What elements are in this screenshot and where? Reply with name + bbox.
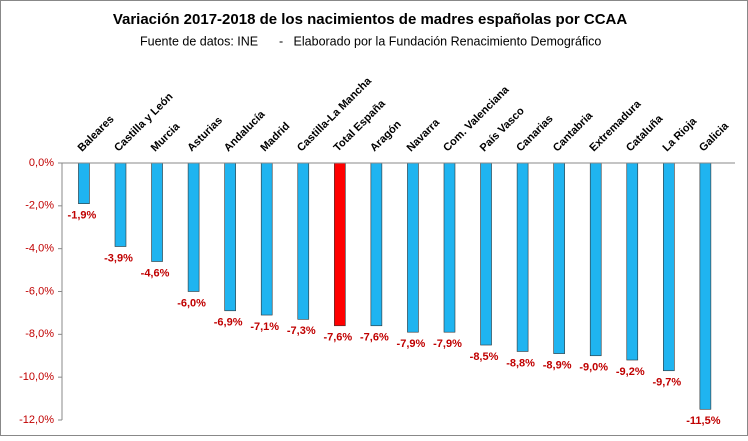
bar [78,162,90,204]
bar [370,162,383,327]
value-label: -6,9% [214,317,243,329]
y-tick-label: -6,0% [25,285,54,297]
value-label: -8,5% [470,351,499,363]
value-label: -9,0% [579,362,608,374]
bar [224,162,236,312]
value-label: -7,6% [360,332,389,344]
bar [151,162,163,262]
bar [553,162,565,354]
bar [480,162,492,346]
bar [260,162,273,316]
y-tick-label: -10,0% [19,371,54,383]
value-label: -7,9% [397,338,426,350]
value-label: -8,9% [543,360,572,372]
bar [626,162,639,361]
value-label: -11,5% [686,415,720,427]
y-tick-label: 0,0% [29,157,54,169]
bar [443,162,456,333]
bar [334,162,346,327]
value-label: -1,9% [68,210,97,222]
value-label: -7,3% [287,325,316,337]
y-tick-label: -2,0% [25,200,54,212]
y-tick-label: -12,0% [19,414,54,426]
value-label: -3,9% [104,252,133,264]
bar [516,162,529,352]
value-label: -8,8% [506,357,535,369]
bar [699,162,712,410]
value-label: -7,1% [250,321,279,333]
value-label: -7,9% [433,338,462,350]
chart-subtitle: Fuente de datos: INE - Elaborado por la … [140,34,601,48]
value-label: -9,7% [652,377,681,389]
y-tick-label: -4,0% [25,243,54,255]
value-label: -4,6% [141,267,170,279]
value-label: -9,2% [616,366,645,378]
bar [589,162,602,357]
y-tick-label: -8,0% [25,328,54,340]
bar [187,162,200,292]
value-label: -6,0% [177,297,206,309]
bar [663,162,675,372]
bar [297,162,310,320]
chart-title: Variación 2017-2018 de los nacimientos d… [113,11,628,28]
bar [407,162,419,333]
value-label: -7,6% [323,332,352,344]
bar [114,162,127,247]
